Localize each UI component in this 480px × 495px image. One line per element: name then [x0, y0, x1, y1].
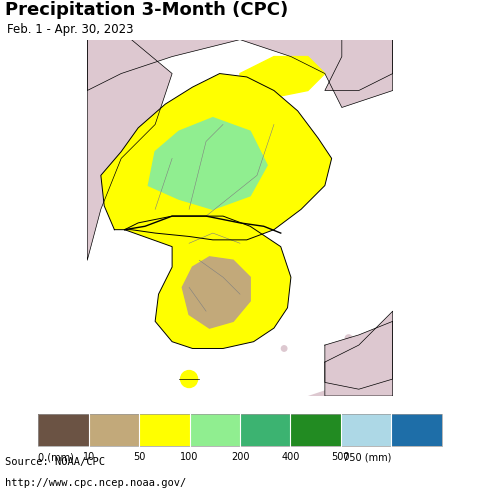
- Text: 0 (mm): 0 (mm): [38, 452, 74, 462]
- Text: Source: NOAA/CPC: Source: NOAA/CPC: [5, 457, 105, 467]
- Polygon shape: [125, 216, 291, 348]
- Polygon shape: [182, 257, 250, 328]
- Polygon shape: [240, 56, 325, 98]
- Text: 500: 500: [332, 452, 350, 462]
- Text: 200: 200: [231, 452, 249, 462]
- Polygon shape: [325, 321, 393, 389]
- Circle shape: [281, 346, 287, 351]
- Text: 10: 10: [83, 452, 95, 462]
- Text: 400: 400: [281, 452, 300, 462]
- Polygon shape: [308, 362, 393, 396]
- Polygon shape: [87, 40, 393, 107]
- Polygon shape: [87, 40, 172, 260]
- Polygon shape: [325, 311, 393, 396]
- Text: Feb. 1 - Apr. 30, 2023: Feb. 1 - Apr. 30, 2023: [7, 23, 134, 36]
- Circle shape: [357, 353, 361, 358]
- Text: 50: 50: [133, 452, 145, 462]
- Text: 750 (mm): 750 (mm): [343, 452, 391, 462]
- Circle shape: [180, 371, 198, 388]
- Text: http://www.cpc.ncep.noaa.gov/: http://www.cpc.ncep.noaa.gov/: [5, 478, 186, 488]
- Text: 100: 100: [180, 452, 199, 462]
- Circle shape: [345, 335, 352, 342]
- Polygon shape: [325, 40, 393, 91]
- Polygon shape: [148, 118, 267, 209]
- Text: Precipitation 3-Month (CPC): Precipitation 3-Month (CPC): [5, 1, 288, 19]
- Polygon shape: [101, 74, 332, 240]
